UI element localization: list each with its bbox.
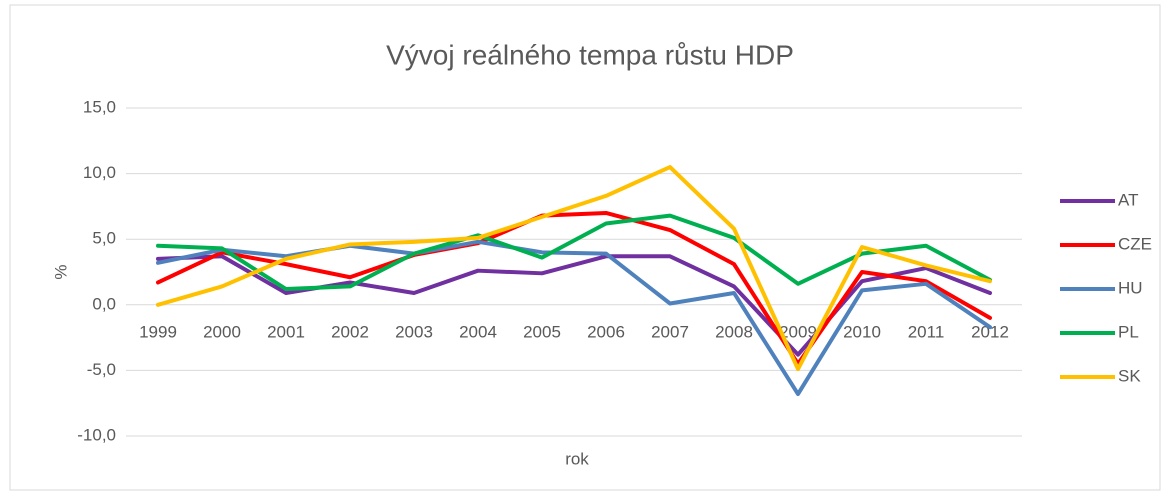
legend-label: SK — [1118, 366, 1141, 385]
series-line — [156, 254, 992, 357]
y-tick-label: 10,0 — [83, 163, 116, 182]
legend-label: CZE — [1118, 234, 1152, 253]
x-tick-label: 2000 — [203, 322, 241, 341]
y-axis-title: % — [51, 264, 70, 279]
y-tick-label: 0,0 — [92, 294, 116, 313]
chart-title: Vývoj reálného tempa růstu HDP — [386, 39, 794, 70]
x-axis-title: rok — [565, 449, 589, 468]
series-line — [156, 210, 992, 366]
x-tick-label: 2002 — [331, 322, 369, 341]
series-line — [156, 165, 992, 372]
x-tick-label: 2012 — [971, 322, 1009, 341]
x-tick-label: 2011 — [908, 322, 945, 341]
x-tick-label: 2010 — [843, 322, 881, 341]
legend-label: PL — [1118, 322, 1139, 341]
x-tick-label: 2003 — [395, 322, 433, 341]
y-tick-label: 15,0 — [83, 97, 116, 116]
legend-label: HU — [1118, 278, 1143, 297]
y-tick-label: -5,0 — [87, 360, 116, 379]
x-tick-label: 2008 — [715, 322, 753, 341]
x-tick-label: 2006 — [587, 322, 625, 341]
series-line — [156, 213, 992, 292]
x-tick-label: 1999 — [139, 322, 177, 341]
x-tick-label: 2009 — [779, 322, 817, 341]
x-tick-label: 2004 — [459, 322, 497, 341]
y-tick-label: 5,0 — [92, 229, 116, 248]
x-tick-label: 2007 — [651, 322, 689, 341]
y-tick-label: -10,0 — [77, 425, 116, 444]
legend-label: AT — [1118, 190, 1138, 209]
x-tick-label: 2001 — [267, 322, 305, 341]
x-tick-label: 2005 — [523, 322, 561, 341]
